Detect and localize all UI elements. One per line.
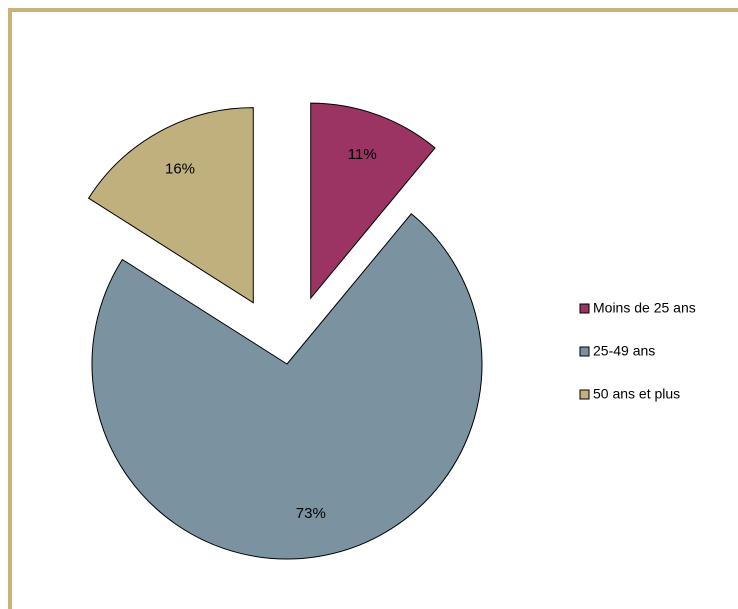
labels-layer: 11% 73% 16%	[165, 146, 377, 522]
legend-swatch	[579, 303, 590, 314]
legend-swatch	[579, 389, 590, 400]
slice-label: 11%	[348, 146, 377, 163]
slice-label: 73%	[296, 505, 326, 522]
chart-frame	[8, 8, 738, 609]
legend-label: 50 ans et plus	[593, 386, 680, 402]
pie-slice-25-49-ans	[91, 213, 483, 560]
legend: Moins de 25 ans 25-49 ans 50 ans et plus	[579, 300, 696, 402]
pie-slice-50-ans-et-plus	[87, 107, 254, 304]
slice-label: 16%	[165, 160, 195, 177]
slices-layer	[87, 102, 483, 560]
legend-label: 25-49 ans	[593, 343, 655, 359]
legend-swatch	[579, 346, 590, 357]
legend-label: Moins de 25 ans	[593, 300, 696, 316]
pie-slice-moins-de-25-ans	[310, 102, 436, 300]
